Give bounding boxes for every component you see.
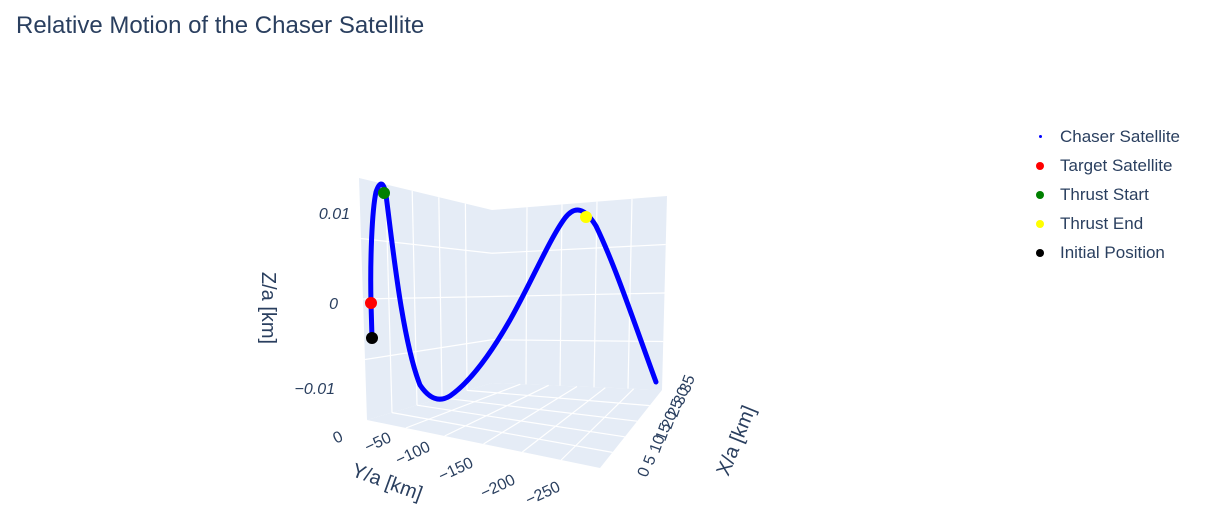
- z-tick-label: −0.01: [295, 381, 335, 398]
- legend-marker-icon: [1020, 190, 1060, 199]
- legend-label: Chaser Satellite: [1060, 126, 1181, 146]
- legend-item[interactable]: Thrust End: [1020, 209, 1180, 238]
- thrust-end-marker: [580, 211, 592, 223]
- x-tick-label: 15: [653, 421, 675, 444]
- grid-line: [444, 384, 549, 437]
- x-tick-label: 0: [635, 465, 654, 479]
- y-tick-label: −50: [362, 429, 394, 456]
- legend-label: Target Satellite: [1060, 155, 1173, 175]
- x-tick-label: 25: [665, 397, 687, 420]
- target-marker: [365, 297, 377, 309]
- trajectory: [368, 181, 659, 402]
- grid-line: [364, 339, 493, 361]
- x-tick-label: 10: [647, 433, 669, 456]
- grid-line: [362, 295, 493, 300]
- legend-marker-icon: [1020, 248, 1060, 257]
- grid-line: [491, 243, 666, 254]
- grid-line: [483, 385, 578, 445]
- event-markers: [365, 187, 592, 344]
- y-tick-label: 0: [330, 428, 345, 447]
- y-tick-label: −200: [478, 472, 518, 503]
- legend-marker-icon: [1020, 219, 1060, 228]
- legend-item[interactable]: Target Satellite: [1020, 151, 1180, 180]
- legend-item[interactable]: Chaser Satellite: [1020, 122, 1180, 151]
- x-tick-label: 20: [659, 409, 681, 432]
- legend-label: Thrust End: [1060, 213, 1144, 233]
- legend-marker-icon: [1020, 135, 1060, 138]
- legend: Chaser Satellite Target Satellite Thrust S…: [1020, 122, 1180, 267]
- initial-position-marker: [366, 332, 378, 344]
- legend-item[interactable]: Thrust Start: [1020, 180, 1180, 209]
- x-tick-label: 35: [677, 373, 699, 396]
- x-tick-label: 5: [641, 453, 660, 467]
- grid-line: [360, 237, 493, 254]
- x-axis-title: X/a [km]: [712, 403, 760, 479]
- grid-line: [521, 387, 606, 453]
- chart-title: Relative Motion of the Chaser Satellite: [16, 12, 425, 39]
- y-tick-label: −100: [393, 439, 433, 470]
- grid-line: [405, 383, 521, 429]
- z-tick-label: 0.01: [319, 206, 350, 223]
- legend-item[interactable]: Initial Position: [1020, 238, 1180, 267]
- x-tick-label: 30: [671, 385, 693, 408]
- grid-line: [491, 339, 664, 343]
- legend-marker-icon: [1020, 161, 1060, 170]
- y-tick-label: −150: [436, 455, 476, 486]
- z-tick-label: 0: [329, 296, 338, 313]
- grid-lines: [360, 184, 666, 461]
- thrust-start-marker: [378, 187, 390, 199]
- chaser-trajectory: [368, 181, 659, 402]
- y-tick-label: −250: [523, 479, 563, 510]
- y-axis-title: Y/a [km]: [349, 459, 425, 505]
- grid-line: [560, 388, 635, 461]
- legend-label: Thrust Start: [1060, 184, 1149, 204]
- legend-label: Initial Position: [1060, 242, 1165, 262]
- z-axis-title: Z/a [km]: [257, 272, 279, 344]
